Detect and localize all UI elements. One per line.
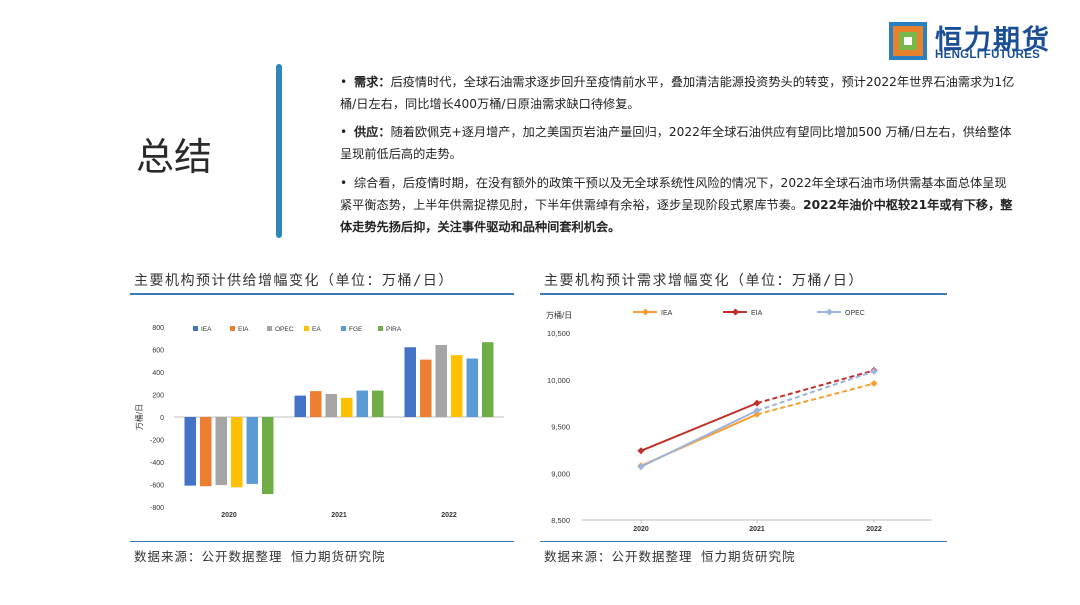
- bar-ea-2022: [451, 355, 463, 417]
- legend-label-ea: EA: [312, 326, 321, 333]
- legend-swatch-ea: [304, 326, 309, 331]
- y-tick-label: 800: [152, 325, 164, 332]
- demand-foot-rule: [540, 541, 947, 542]
- legend-label-eia: EIA: [751, 310, 763, 317]
- page-title: 总结: [136, 135, 213, 179]
- legend-label-iea: IEA: [661, 310, 673, 317]
- legend-label-eia: EIA: [238, 326, 249, 333]
- bar-opec-2021: [325, 393, 337, 417]
- bullet-supply: • 供应：随着欧佩克+逐月增产，加之美国页岩油产量回归，2022年全球石油供应有望…: [340, 121, 1016, 165]
- bullet-overall: • 综合看，后疫情时期，在没有额外的政策干预以及无全球系统性风险的情况下，2022…: [340, 172, 1016, 238]
- x-tick-label: 2022: [866, 526, 882, 533]
- x-tick-label: 2021: [331, 512, 347, 519]
- x-tick-label: 2022: [441, 512, 457, 519]
- bar-pira-2021: [372, 390, 384, 417]
- series-eia-segment-dashed: [756, 369, 875, 405]
- legend-label-opec: OPEC: [845, 310, 865, 317]
- demand-source-note: 数据来源：公开数据整理 恒力期货研究院: [544, 549, 796, 564]
- x-tick-label: 2020: [221, 512, 237, 519]
- supply-bar-chart: 800 600 400 200 0 -200 -400 -600 -800 万桶/日 2020 202…: [134, 325, 504, 519]
- bullet-text: 后疫情时代，全球石油需求逐步回升至疫情前水平，叠加清洁能源投资势头的转变，预计2…: [340, 75, 1015, 111]
- bar-ea-2020: [231, 417, 243, 488]
- bullet-dot: •: [340, 125, 348, 139]
- bullet-text: 随着欧佩克+逐月增产，加之美国页岩油产量回归，2022年全球石油供应有望同比增加…: [340, 125, 1012, 161]
- legend-label-iea: IEA: [201, 326, 212, 333]
- point-opec: [753, 407, 761, 415]
- bar-pira-2020: [262, 417, 274, 495]
- bullet-dot: •: [340, 176, 348, 190]
- hengli-logo-mark: [889, 22, 927, 60]
- demand-title-rule: [540, 293, 947, 295]
- y-tick-label: 9,500: [551, 423, 570, 432]
- bar-ea-2021: [341, 397, 353, 417]
- point-eia: [637, 447, 645, 455]
- bar-pira-2022: [482, 342, 494, 417]
- y-tick-label: -600: [150, 483, 164, 490]
- legend-swatch-iea: [193, 326, 198, 331]
- point-iea: [870, 379, 878, 388]
- y-tick-label: 200: [152, 393, 164, 400]
- series-opec-segment-dashed: [756, 370, 875, 412]
- legend-swatch-eia: [230, 326, 235, 331]
- legend-label-fge: FGE: [349, 326, 363, 333]
- supply-chart-title: 主要机构预计供给增幅变化（单位：万桶/日）: [134, 273, 454, 289]
- bullet-label: 供应：: [354, 125, 391, 139]
- legend-label-pira: PIRA: [386, 326, 402, 333]
- y-tick-label: 0: [160, 415, 164, 422]
- bullet-bold-conclusion: 2022年油价中枢较21年或有下移，整体走势先扬后抑，关注事件驱动和品种间套利机…: [340, 198, 1013, 234]
- y-tick-label: 9,000: [551, 469, 570, 478]
- bar-fge-2020: [246, 417, 258, 484]
- y-axis-label: 万桶/日: [546, 310, 572, 320]
- y-tick-label: 10,500: [547, 329, 570, 338]
- legend-swatch-fge: [341, 326, 346, 331]
- y-tick-label: 8,500: [551, 516, 570, 525]
- bar-opec-2022: [435, 345, 447, 417]
- bar-fge-2022: [466, 358, 478, 417]
- y-tick-label: -200: [150, 438, 164, 445]
- bar-opec-2020: [215, 417, 227, 486]
- series-opec-segment-solid: [640, 409, 758, 468]
- title-divider: [276, 64, 282, 238]
- bullet-text: 综合看，后疫情时期，在没有额外的政策干预以及无全球系统性风险的情况下，2022年…: [340, 176, 1007, 212]
- y-tick-label: 10,000: [547, 376, 570, 385]
- y-tick-label: 600: [152, 348, 164, 355]
- series-iea-segment-dashed: [756, 382, 875, 416]
- legend-swatch-pira: [378, 326, 383, 331]
- y-tick-label: -800: [150, 505, 164, 512]
- supply-title-rule: [130, 293, 514, 295]
- demand-line-chart: 万桶/日 10,500 10,000 9,500 9,000 8,500 2020 2021 2…: [546, 308, 932, 533]
- bar-iea-2020: [184, 417, 196, 486]
- y-axis-label: 万桶/日: [134, 404, 144, 430]
- logo-chinese-text: 恒力期货: [935, 25, 1051, 56]
- supply-source-note: 数据来源：公开数据整理 恒力期货研究院: [134, 549, 386, 564]
- bar-eia-2021: [310, 391, 322, 417]
- supply-foot-rule: [130, 541, 514, 542]
- bar-fge-2021: [356, 390, 368, 417]
- point-opec: [870, 367, 878, 375]
- legend-label-opec: OPEC: [275, 326, 294, 333]
- point-opec: [637, 463, 645, 471]
- bullet-dot: •: [340, 75, 348, 89]
- bullet-demand: • 需求：后疫情时代，全球石油需求逐步回升至疫情前水平，叠加清洁能源投资势头的转变…: [340, 71, 1016, 115]
- bullet-label: 需求：: [354, 75, 391, 89]
- bar-eia-2022: [420, 359, 432, 417]
- x-tick-label: 2021: [749, 526, 765, 533]
- point-iea: [753, 410, 761, 418]
- bar-iea-2022: [404, 347, 416, 417]
- y-tick-label: 400: [152, 370, 164, 377]
- legend-marker-opec: [825, 308, 834, 316]
- y-tick-label: -400: [150, 460, 164, 467]
- x-tick-label: 2020: [633, 526, 649, 533]
- legend-swatch-opec: [267, 326, 272, 331]
- legend-marker-eia: [731, 308, 740, 316]
- series-eia-segment-solid: [640, 402, 758, 452]
- bar-iea-2021: [294, 395, 306, 417]
- point-eia: [753, 399, 761, 407]
- logo-english-text: HENGLI FUTURES: [935, 49, 1041, 61]
- bar-eia-2020: [200, 417, 212, 487]
- demand-chart-title: 主要机构预计需求增幅变化（单位：万桶/日）: [544, 273, 864, 289]
- legend-marker-iea: [641, 308, 650, 316]
